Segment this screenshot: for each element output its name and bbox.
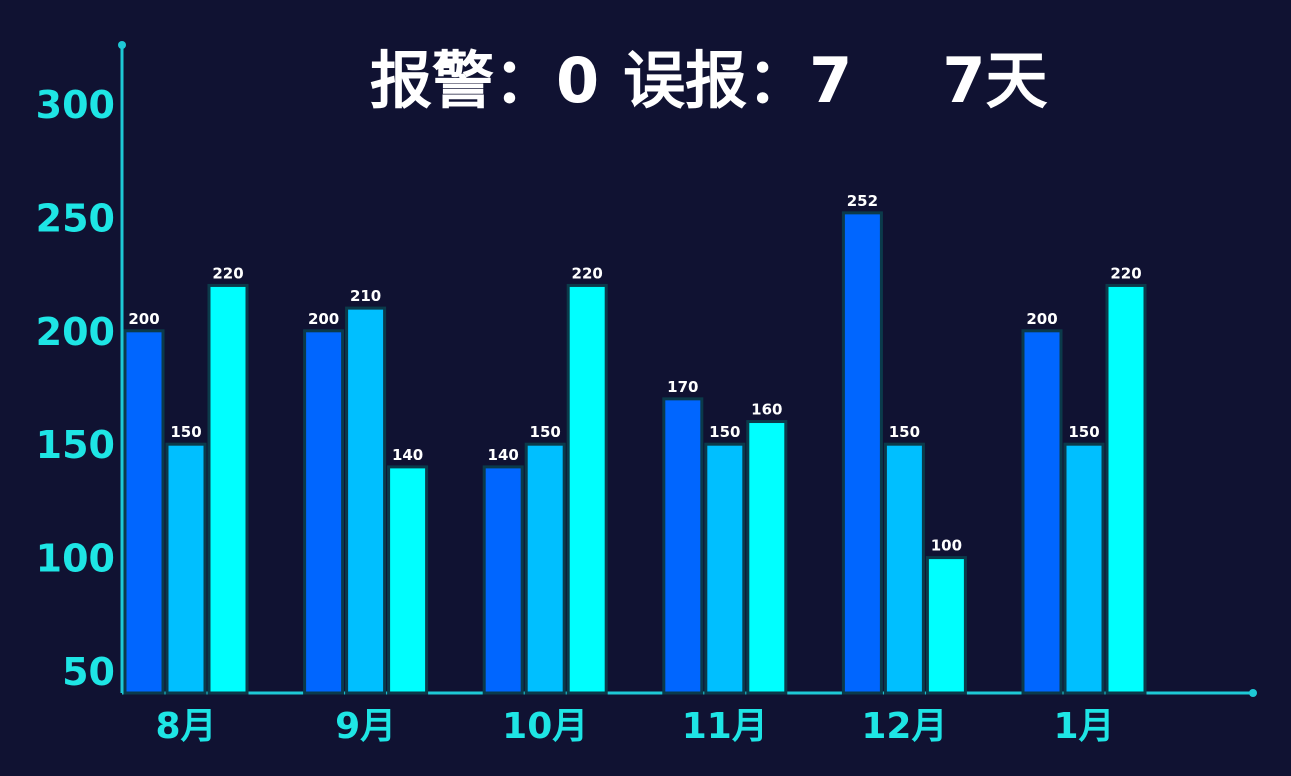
bar xyxy=(1105,283,1147,695)
bar xyxy=(662,397,704,695)
bar xyxy=(345,306,387,695)
alarm-label: 报警： xyxy=(370,44,556,117)
y-tick-label: 100 xyxy=(36,537,115,581)
x-tick-label: 9月 xyxy=(335,706,396,747)
bar-data-label: 200 xyxy=(1026,310,1057,328)
chart-title: 报警：0 误报：7 7天 xyxy=(370,44,1047,117)
bars xyxy=(123,211,1147,695)
bar-data-label: 150 xyxy=(889,423,920,441)
x-tick-label: 8月 xyxy=(155,706,216,747)
bar-data-label: 150 xyxy=(1068,423,1099,441)
bar-data-label: 220 xyxy=(1110,264,1141,282)
y-tick-label: 250 xyxy=(36,196,115,240)
bar-data-label: 220 xyxy=(212,264,243,282)
bar-data-label: 150 xyxy=(709,423,740,441)
bar-data-label: 220 xyxy=(572,264,603,282)
y-tick-label: 200 xyxy=(36,310,115,354)
bar xyxy=(925,556,967,695)
bar-data-label: 210 xyxy=(350,287,381,305)
bar-data-label: 200 xyxy=(128,310,159,328)
bar xyxy=(165,442,207,695)
bar-data-label: 140 xyxy=(392,446,423,464)
days-label: 7天 xyxy=(942,44,1047,117)
bar xyxy=(704,442,746,695)
false-alarm-value: 7 xyxy=(809,44,852,117)
bar-data-label: 150 xyxy=(170,423,201,441)
y-tick-label: 300 xyxy=(36,83,115,127)
data-labels: 200 150 220 200 210 140 140 150 220 170 150 160 252 1… xyxy=(128,192,1141,555)
bar-data-label: 160 xyxy=(751,401,782,419)
bar-data-label: 140 xyxy=(488,446,519,464)
bar xyxy=(482,465,524,695)
bar xyxy=(746,420,788,695)
bar-data-label: 150 xyxy=(530,423,561,441)
bar xyxy=(1063,442,1105,695)
bar xyxy=(207,283,249,695)
x-axis-end-dot xyxy=(1249,689,1257,697)
bar-data-label: 170 xyxy=(667,378,698,396)
bar xyxy=(841,211,883,695)
bar-data-label: 200 xyxy=(308,310,339,328)
y-axis: 50 100 150 200 250 300 xyxy=(36,41,126,694)
x-axis: 8月 9月 10月 11月 12月 1月 xyxy=(122,689,1257,747)
bar xyxy=(123,329,165,695)
x-tick-label: 11月 xyxy=(682,706,768,747)
false-alarm-label: 误报： xyxy=(623,44,809,117)
bar xyxy=(883,442,925,695)
y-axis-end-dot xyxy=(118,41,126,49)
bar xyxy=(303,329,345,695)
bar xyxy=(524,442,566,695)
x-tick-label: 10月 xyxy=(502,706,588,747)
x-tick-label: 12月 xyxy=(861,706,947,747)
bar xyxy=(387,465,429,695)
y-tick-label: 50 xyxy=(62,650,115,694)
bar xyxy=(1021,329,1063,695)
alarm-value: 0 xyxy=(556,44,599,117)
bar-data-label: 100 xyxy=(931,537,962,555)
y-tick-label: 150 xyxy=(36,423,115,467)
x-tick-label: 1月 xyxy=(1053,706,1114,747)
bar-data-label: 252 xyxy=(847,192,878,210)
bar xyxy=(566,283,608,695)
